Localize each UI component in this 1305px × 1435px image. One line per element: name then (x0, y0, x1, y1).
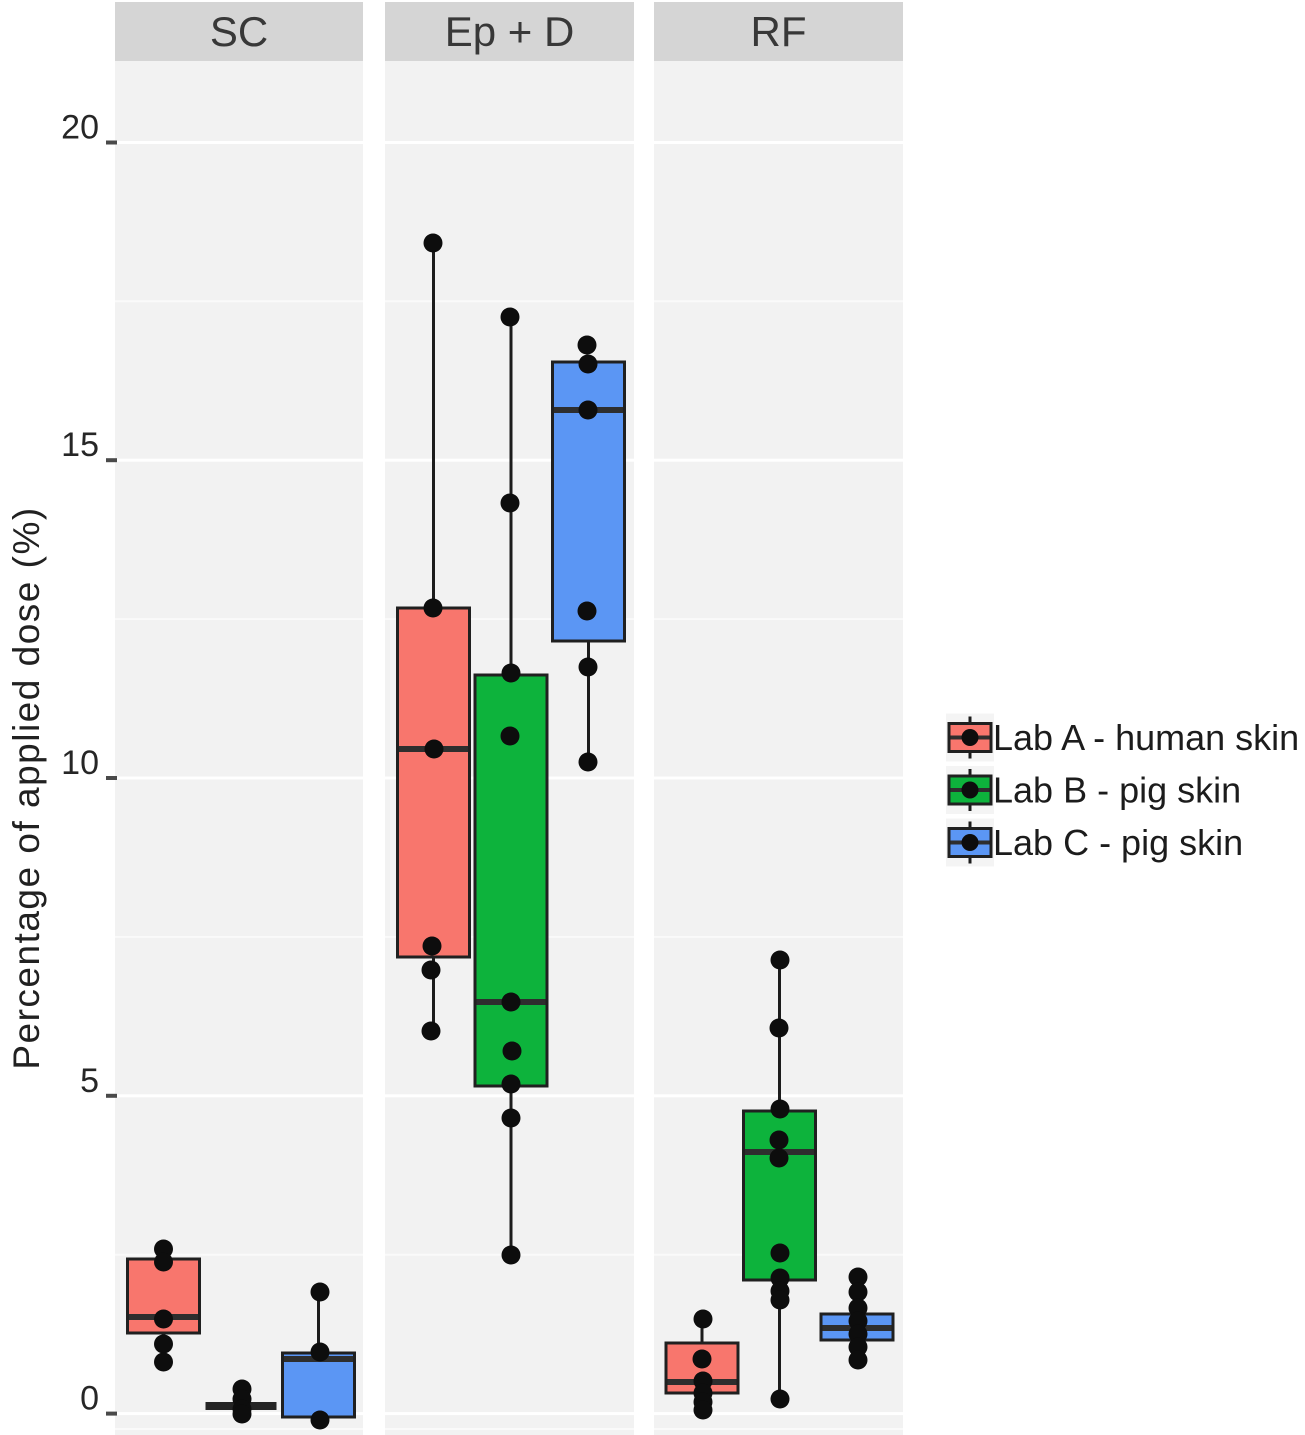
svg-text:Lab A - human skin: Lab A - human skin (993, 717, 1299, 758)
svg-text:15: 15 (61, 426, 99, 464)
svg-text:5: 5 (80, 1062, 99, 1100)
svg-text:Lab B - pig skin: Lab B - pig skin (993, 770, 1241, 811)
svg-text:20: 20 (61, 109, 99, 147)
svg-text:Ep + D: Ep + D (445, 8, 575, 55)
svg-text:0: 0 (80, 1380, 99, 1418)
svg-text:RF: RF (751, 8, 807, 55)
svg-text:SC: SC (210, 8, 268, 55)
svg-text:Lab C - pig skin: Lab C - pig skin (993, 822, 1243, 863)
svg-text:Percentage of applied dose (%): Percentage of applied dose (%) (6, 506, 47, 1069)
svg-text:10: 10 (61, 744, 99, 782)
